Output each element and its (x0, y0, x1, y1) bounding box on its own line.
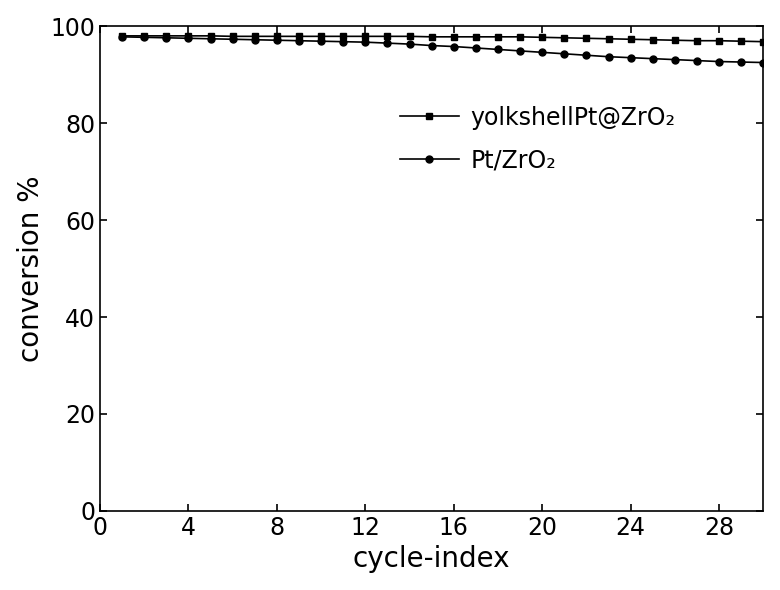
Pt/ZrO₂ (383, 40, 392, 47)
Pt/ZrO₂ (184, 35, 193, 42)
yolkshellPt@ZrO₂ (604, 35, 613, 42)
Pt/ZrO₂ (140, 34, 149, 41)
Pt/ZrO₂ (317, 38, 326, 45)
yolkshellPt@ZrO₂ (294, 33, 303, 40)
Pt/ZrO₂ (471, 44, 480, 51)
Pt/ZrO₂ (339, 38, 348, 45)
yolkshellPt@ZrO₂ (582, 35, 591, 42)
yolkshellPt@ZrO₂ (427, 33, 436, 40)
yolkshellPt@ZrO₂ (140, 32, 149, 40)
Pt/ZrO₂ (670, 56, 679, 63)
Pt/ZrO₂ (516, 47, 525, 54)
yolkshellPt@ZrO₂ (339, 33, 348, 40)
yolkshellPt@ZrO₂ (184, 32, 193, 40)
yolkshellPt@ZrO₂ (493, 33, 502, 40)
Pt/ZrO₂ (228, 36, 237, 43)
Pt/ZrO₂ (118, 33, 127, 40)
yolkshellPt@ZrO₂ (759, 38, 768, 45)
yolkshellPt@ZrO₂ (360, 33, 370, 40)
Pt/ZrO₂ (693, 57, 702, 64)
yolkshellPt@ZrO₂ (471, 33, 480, 40)
yolkshellPt@ZrO₂ (228, 33, 237, 40)
X-axis label: cycle-index: cycle-index (353, 545, 510, 573)
yolkshellPt@ZrO₂ (714, 37, 724, 44)
Pt/ZrO₂ (405, 41, 414, 48)
yolkshellPt@ZrO₂ (648, 36, 658, 43)
yolkshellPt@ZrO₂ (206, 32, 215, 40)
Pt/ZrO₂ (360, 38, 370, 45)
yolkshellPt@ZrO₂ (161, 32, 171, 40)
Line: Pt/ZrO₂: Pt/ZrO₂ (119, 34, 767, 66)
yolkshellPt@ZrO₂ (405, 33, 414, 40)
yolkshellPt@ZrO₂ (118, 32, 127, 40)
Pt/ZrO₂ (626, 54, 636, 61)
Pt/ZrO₂ (537, 49, 547, 56)
Pt/ZrO₂ (714, 58, 724, 65)
yolkshellPt@ZrO₂ (559, 34, 569, 41)
yolkshellPt@ZrO₂ (250, 33, 260, 40)
Pt/ZrO₂ (736, 58, 746, 65)
Y-axis label: conversion %: conversion % (16, 175, 44, 362)
Pt/ZrO₂ (759, 59, 768, 66)
Pt/ZrO₂ (449, 43, 459, 50)
Pt/ZrO₂ (559, 50, 569, 57)
yolkshellPt@ZrO₂ (670, 37, 679, 44)
Pt/ZrO₂ (250, 36, 260, 43)
yolkshellPt@ZrO₂ (516, 33, 525, 40)
Pt/ZrO₂ (493, 46, 502, 53)
yolkshellPt@ZrO₂ (272, 33, 282, 40)
yolkshellPt@ZrO₂ (736, 38, 746, 45)
yolkshellPt@ZrO₂ (626, 36, 636, 43)
Pt/ZrO₂ (582, 52, 591, 59)
Pt/ZrO₂ (648, 55, 658, 62)
Pt/ZrO₂ (427, 42, 436, 49)
Legend: yolkshellPt@ZrO₂, Pt/ZrO₂: yolkshellPt@ZrO₂, Pt/ZrO₂ (390, 96, 685, 182)
Line: yolkshellPt@ZrO₂: yolkshellPt@ZrO₂ (119, 32, 767, 45)
Pt/ZrO₂ (294, 37, 303, 44)
yolkshellPt@ZrO₂ (449, 33, 459, 40)
yolkshellPt@ZrO₂ (317, 33, 326, 40)
Pt/ZrO₂ (272, 37, 282, 44)
Pt/ZrO₂ (604, 53, 613, 60)
yolkshellPt@ZrO₂ (383, 33, 392, 40)
yolkshellPt@ZrO₂ (537, 34, 547, 41)
Pt/ZrO₂ (206, 35, 215, 42)
yolkshellPt@ZrO₂ (693, 37, 702, 44)
Pt/ZrO₂ (161, 34, 171, 41)
